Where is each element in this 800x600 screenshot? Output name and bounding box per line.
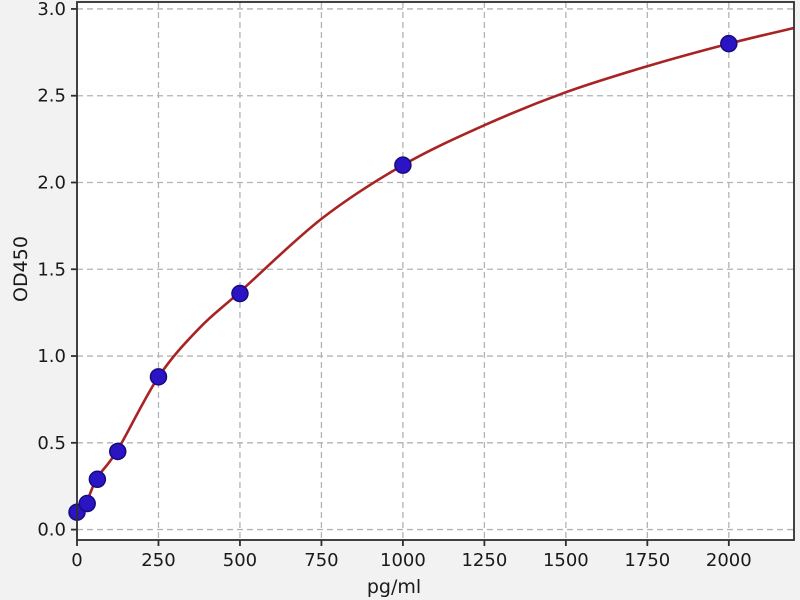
y-tick-label: 1.5 (37, 259, 66, 280)
y-tick-label: 2.0 (37, 172, 66, 193)
x-tick-label: 250 (141, 550, 175, 571)
plot-border (76, 1, 795, 541)
y-tick-label: 0.5 (37, 433, 66, 454)
data-point (108, 442, 127, 461)
y-tick-label: 2.5 (37, 86, 66, 107)
fit-curve (75, 26, 795, 517)
x-axis-label: pg/ml (366, 576, 422, 598)
x-tick-label: 750 (304, 550, 338, 571)
y-tick-label: 3.0 (37, 0, 66, 20)
data-point (720, 34, 738, 53)
data-point (149, 368, 168, 386)
data-point (88, 470, 107, 489)
x-tick-label: 1000 (380, 550, 426, 571)
data-point (231, 284, 249, 303)
x-tick-label: 1500 (543, 550, 589, 571)
y-tick-label: 0.0 (37, 520, 66, 541)
y-axis-label: OD450 (10, 236, 32, 302)
data-point (394, 156, 412, 174)
x-tick-label: 2000 (706, 550, 752, 571)
x-tick-label: 1750 (624, 550, 670, 571)
x-tick-label: 0 (71, 550, 82, 571)
x-tick-label: 1250 (461, 550, 507, 571)
y-tick-label: 1.0 (37, 346, 66, 367)
x-tick-label: 500 (223, 550, 257, 571)
plot-area (77, 2, 794, 540)
data-point (78, 494, 96, 513)
